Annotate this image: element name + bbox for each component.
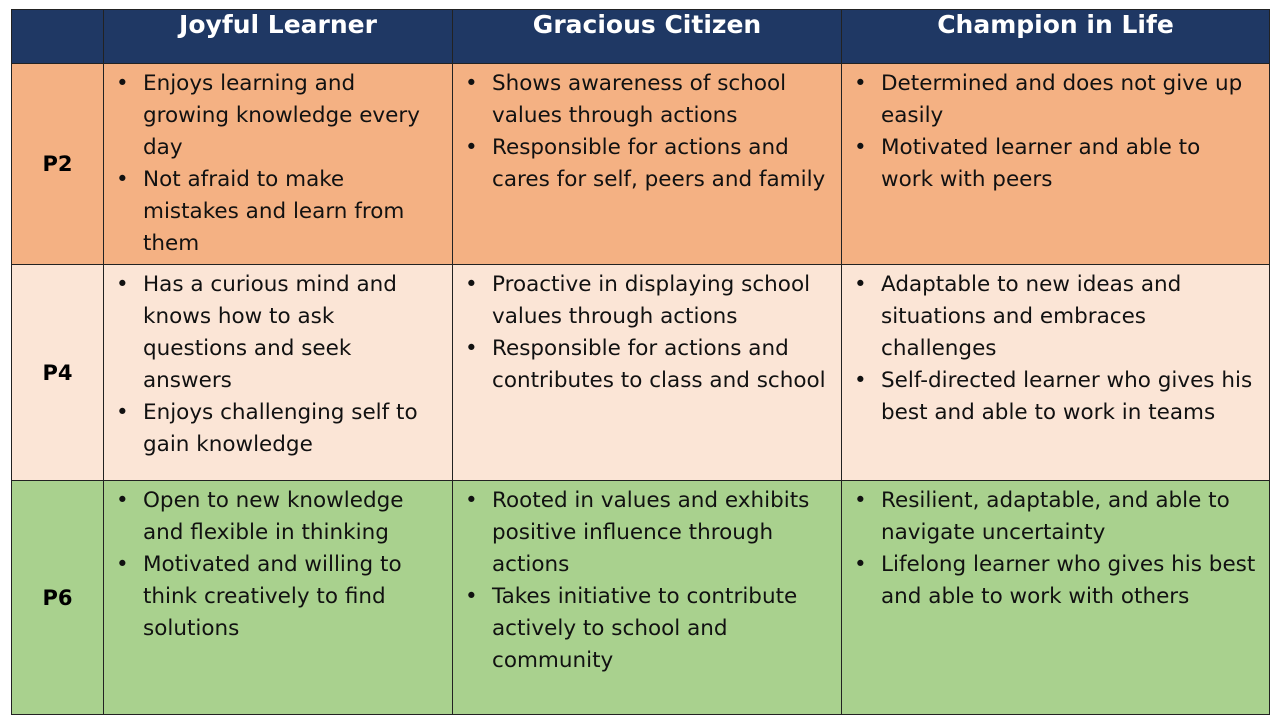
header-row: Joyful Learner Gracious Citizen Champion…	[11, 9, 1270, 64]
header-corner	[11, 9, 104, 64]
cell-p4-champion-in-life: Adaptable to new ideas and situations an…	[841, 264, 1270, 481]
bullet-item: Lifelong learner who gives his best and …	[842, 549, 1257, 613]
row-label: P6	[11, 480, 104, 715]
bullet-item: Determined and does not give up easily	[842, 68, 1257, 132]
row-label: P4	[11, 264, 104, 481]
cell-p6-joyful-learner: Open to new knowledge and flexible in th…	[103, 480, 453, 715]
bullet-item: Resilient, adaptable, and able to naviga…	[842, 485, 1257, 549]
cell-p4-gracious-citizen: Proactive in displaying school values th…	[452, 264, 842, 481]
cell-p2-champion-in-life: Determined and does not give up easily M…	[841, 63, 1270, 265]
bullet-item: Responsible for actions and cares for se…	[453, 132, 829, 196]
bullet-item: Not afraid to make mistakes and learn fr…	[104, 164, 440, 260]
table-row-p2: P2 Enjoys learning and growing knowledge…	[11, 63, 1270, 265]
bullet-item: Has a curious mind and knows how to ask …	[104, 269, 440, 397]
bullet-item: Shows awareness of school values through…	[453, 68, 829, 132]
cell-p6-champion-in-life: Resilient, adaptable, and able to naviga…	[841, 480, 1270, 715]
header-champion-in-life: Champion in Life	[841, 9, 1270, 64]
bullet-item: Proactive in displaying school values th…	[453, 269, 829, 333]
bullet-item: Enjoys learning and growing knowledge ev…	[104, 68, 440, 164]
cell-p4-joyful-learner: Has a curious mind and knows how to ask …	[103, 264, 453, 481]
bullet-item: Motivated learner and able to work with …	[842, 132, 1257, 196]
table-row-p6: P6 Open to new knowledge and flexible in…	[11, 480, 1270, 715]
cell-p2-joyful-learner: Enjoys learning and growing knowledge ev…	[103, 63, 453, 265]
bullet-item: Motivated and willing to think creativel…	[104, 549, 440, 645]
bullet-item: Adaptable to new ideas and situations an…	[842, 269, 1257, 365]
bullet-item: Takes initiative to contribute actively …	[453, 581, 829, 677]
header-gracious-citizen: Gracious Citizen	[452, 9, 842, 64]
header-joyful-learner: Joyful Learner	[103, 9, 453, 64]
cell-p2-gracious-citizen: Shows awareness of school values through…	[452, 63, 842, 265]
table-row-p4: P4 Has a curious mind and knows how to a…	[11, 264, 1270, 481]
bullet-item: Enjoys challenging self to gain knowledg…	[104, 397, 440, 461]
cell-p6-gracious-citizen: Rooted in values and exhibits positive i…	[452, 480, 842, 715]
bullet-item: Open to new knowledge and flexible in th…	[104, 485, 440, 549]
bullet-item: Self-directed learner who gives his best…	[842, 365, 1257, 429]
outcomes-table: Joyful Learner Gracious Citizen Champion…	[11, 9, 1270, 715]
bullet-item: Rooted in values and exhibits positive i…	[453, 485, 829, 581]
bullet-item: Responsible for actions and contributes …	[453, 333, 829, 397]
row-label: P2	[11, 63, 104, 265]
